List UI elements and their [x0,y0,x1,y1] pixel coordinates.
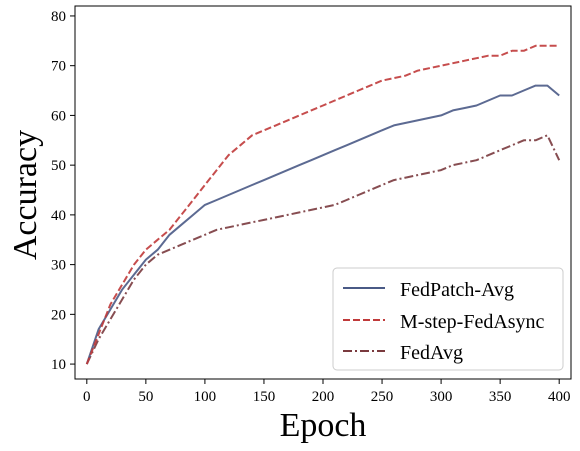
x-tick-label: 400 [548,389,571,405]
y-tick-label: 30 [51,258,66,274]
ticks-layer: 0 50 100 150 200 250 300 350 400 10 20 30 40 50 60 70 80 [51,9,570,405]
y-tick-label: 70 [51,59,66,75]
series-line-2 [85,134,561,365]
y-tick-label: 40 [51,208,66,224]
x-tick-label: 150 [253,389,276,405]
series-line-1 [85,44,560,365]
x-tick-label: 50 [138,389,153,405]
series-line-0 [85,84,560,365]
legend-box [332,267,564,371]
x-tick-label: 350 [489,389,512,405]
x-axis-title: Epoch [280,407,367,444]
x-tick-label: 250 [371,389,394,405]
x-tick-label: 100 [194,389,217,405]
y-tick-label: 60 [51,108,66,124]
x-tick-label: 200 [312,389,335,405]
y-tick-label: 20 [51,307,66,323]
legend-label-0: FedPatch-Avg [400,279,514,301]
legend-label-1: M-step-FedAsync [400,311,545,333]
y-axis-title: Accuracy [7,130,44,260]
y-tick-label: 50 [51,158,66,174]
x-tick-label: 0 [83,389,91,405]
y-tick-label: 10 [51,357,66,373]
legend: FedPatch-Avg M-step-FedAsync FedAvg [332,267,564,371]
series-layer [85,44,561,365]
y-tick-label: 80 [51,9,66,25]
legend-label-2: FedAvg [400,342,463,364]
x-tick-label: 300 [430,389,453,405]
